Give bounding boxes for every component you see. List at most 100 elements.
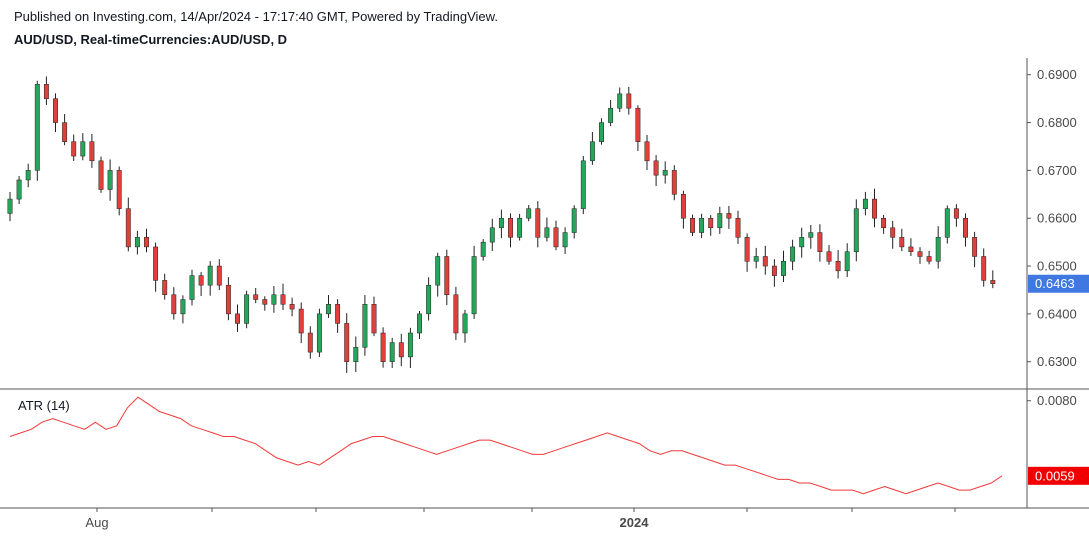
atr-pane: ATR (14) — [9, 396, 1003, 495]
atr-last-label: 0.0059 — [1035, 468, 1075, 483]
candle-body — [198, 275, 204, 286]
candle-body — [153, 246, 159, 281]
candle-body — [25, 170, 31, 181]
candle-body — [489, 227, 495, 243]
candle-body — [753, 256, 759, 262]
candle-body — [380, 332, 386, 362]
price-tick-label: 0.6700 — [1037, 163, 1077, 178]
candle-body — [744, 237, 750, 262]
candle-body — [562, 232, 568, 248]
candle-body — [362, 304, 368, 348]
candle-body — [80, 141, 86, 157]
candle-body — [407, 332, 413, 358]
time-axis-label: 2024 — [620, 515, 650, 530]
candle-body — [344, 323, 350, 362]
price-pane — [7, 76, 996, 373]
candle-body — [144, 237, 149, 248]
candle-body — [225, 284, 231, 315]
candle-body — [426, 284, 432, 315]
candle-body — [253, 294, 259, 300]
candle-body — [926, 256, 932, 262]
candle-body — [16, 179, 22, 200]
candle-body — [690, 217, 695, 233]
candle-body — [171, 294, 177, 315]
candle-body — [626, 93, 632, 109]
candle-body — [216, 265, 222, 286]
candle-body — [653, 160, 659, 176]
candle-body — [371, 304, 377, 334]
candle-body — [917, 251, 923, 257]
candle-body — [353, 347, 359, 362]
candle-body — [335, 304, 341, 324]
time-axis-label: Aug — [85, 515, 108, 530]
candle-body — [98, 160, 104, 190]
candle-body — [444, 256, 450, 295]
candle-body — [735, 217, 741, 238]
candle-body — [326, 304, 331, 315]
candle-body — [944, 208, 950, 238]
candle-body — [280, 294, 286, 305]
candle-body — [881, 217, 887, 229]
candle-body — [935, 237, 941, 262]
candle-body — [89, 141, 95, 162]
candle-body — [571, 208, 577, 233]
candle-body — [62, 122, 68, 142]
candle-body — [162, 280, 168, 295]
candle-body — [471, 256, 477, 315]
last-price-tag — [1028, 274, 1089, 293]
candle-body — [544, 227, 550, 238]
candle-body — [298, 308, 304, 334]
price-tick-label: 0.6500 — [1037, 259, 1077, 274]
atr-title: ATR (14) — [18, 398, 70, 413]
candle-body — [453, 294, 459, 334]
candle-body — [826, 251, 832, 262]
candle-body — [963, 217, 968, 238]
candle-body — [589, 141, 595, 162]
symbol-title[interactable]: AUD/USD, Real-timeCurrencies:AUD/USD, D — [14, 32, 288, 47]
candle-body — [635, 107, 641, 142]
candle-body — [107, 170, 113, 190]
price-tick-label: 0.6300 — [1037, 354, 1077, 369]
candle-body — [781, 261, 786, 276]
price-tick-label: 0.6800 — [1037, 115, 1077, 130]
candle-body — [608, 107, 614, 123]
candle-body — [808, 232, 814, 238]
last-price-label: 0.6463 — [1035, 276, 1075, 291]
candle-body — [908, 246, 914, 252]
candle-body — [981, 256, 987, 281]
candle-body — [853, 208, 859, 252]
candle-body — [7, 198, 13, 214]
candle-body — [207, 265, 213, 286]
candle-body — [862, 198, 868, 209]
candle-body — [316, 313, 322, 353]
candle-body — [599, 122, 604, 142]
candle-body — [726, 213, 732, 219]
axes: 0.6900 0.6800 0.6700 0.6600 0.6500 0.6400 0.63… — [0, 58, 1089, 530]
candle-body — [462, 313, 468, 334]
candle-body — [289, 304, 295, 310]
candle-body — [116, 170, 122, 209]
candle-body — [34, 84, 40, 171]
candle-body — [535, 208, 541, 238]
candle-body — [508, 217, 513, 238]
candle-body — [953, 208, 959, 219]
candle-body — [817, 232, 823, 252]
price-tick-label: 0.6900 — [1037, 67, 1077, 82]
candle-body — [708, 217, 714, 229]
candle-body — [71, 141, 77, 157]
candle-body — [580, 160, 586, 209]
atr-tick-label: 0.0080 — [1037, 393, 1077, 408]
candle-body — [844, 251, 850, 272]
candle-body — [189, 275, 195, 300]
atr-last-tag — [1028, 466, 1089, 485]
candle-body — [762, 256, 768, 267]
candle-body — [872, 198, 877, 219]
candle-body — [43, 84, 49, 99]
candle-body — [125, 208, 131, 248]
candle-body — [271, 294, 277, 305]
candle-body — [134, 237, 140, 248]
candle-body — [498, 217, 504, 229]
candle-body — [617, 93, 623, 109]
published-caption: Published on Investing.com, 14/Apr/2024 … — [14, 9, 498, 24]
